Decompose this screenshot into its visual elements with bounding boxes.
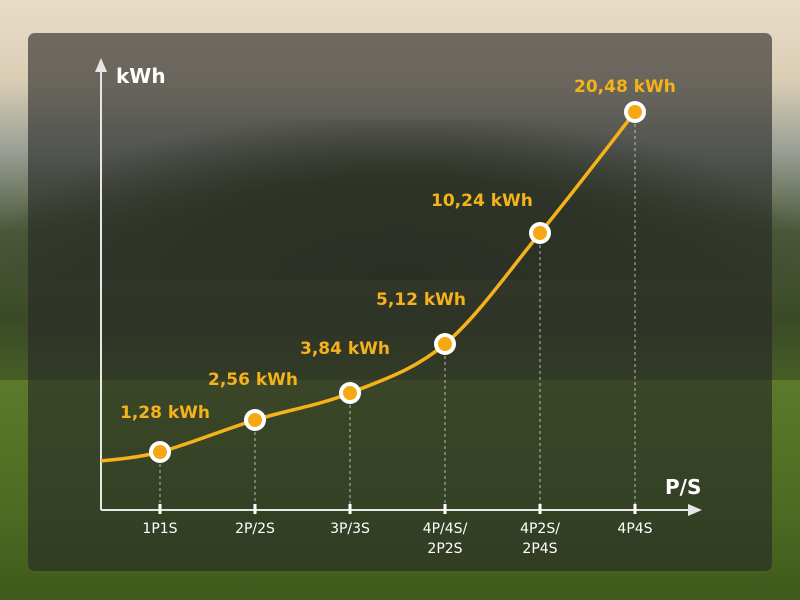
x-axis-arrow [688,504,702,516]
data-points [149,101,646,463]
data-point [244,409,266,431]
data-point-dot [153,445,167,459]
y-axis-title: kWh [116,64,166,88]
data-label: 10,24 kWh [431,191,533,211]
data-point [529,222,551,244]
data-point-dot [438,337,452,351]
data-label: 5,12 kWh [376,290,466,310]
x-axis-title: P/S [665,475,701,499]
chart-panel [28,33,772,571]
x-tick-labels: 1P1S 2P/2S 3P/3S 4P/4S/2P2S 4P2S/2P4S 4P4S [142,521,652,557]
series-line [100,110,637,463]
x-tick-label: 4P2S/2P4S [520,521,560,557]
data-point [339,382,361,404]
guide-lines [159,112,636,510]
data-point [624,101,646,123]
data-label: 2,56 kWh [208,370,298,390]
data-label: 1,28 kWh [120,403,210,423]
x-tick-label: 1P1S [142,521,177,537]
x-tick-label: 4P/4S/2P2S [423,521,468,557]
data-point [149,441,171,463]
data-point [434,333,456,355]
data-label: 20,48 kWh [574,77,676,97]
data-point-dot [248,413,262,427]
data-point-dot [533,226,547,240]
data-label: 3,84 kWh [300,339,390,359]
data-point-dot [343,386,357,400]
data-point-dot [628,105,642,119]
x-ticks [158,504,637,514]
x-tick-label: 4P4S [617,521,652,537]
axes [95,58,702,516]
y-axis-arrow [95,58,107,72]
x-tick-label: 2P/2S [235,521,275,537]
x-tick-label: 3P/3S [330,521,370,537]
